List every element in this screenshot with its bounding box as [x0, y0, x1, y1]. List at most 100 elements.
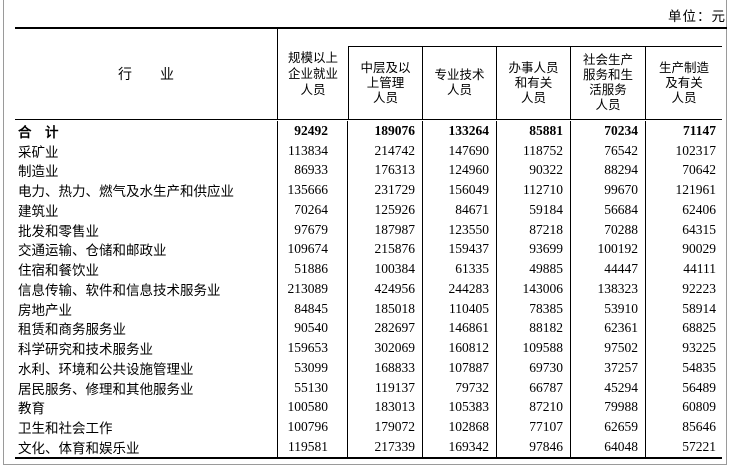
column-header-service: 社会生产 服务和生 活服务 人员 [571, 47, 646, 119]
cell-management: 187987 [348, 219, 423, 240]
cell-technical: 169342 [423, 437, 497, 457]
table-top-rule [15, 27, 727, 29]
cell-technical: 133264 [423, 121, 497, 141]
cell-technical: 102868 [423, 417, 497, 437]
cell-production: 93225 [682, 340, 716, 356]
cell-service: 37257 [571, 358, 646, 378]
cell-technical: 124960 [423, 160, 497, 181]
cell-employed-persons: 135666 [278, 180, 348, 200]
cell-technical: 61335 [423, 259, 497, 279]
cell-management: 424956 [348, 279, 423, 299]
cell-service: 53910 [571, 298, 646, 319]
row-label: 居民服务、修理和其他服务业 [15, 377, 278, 398]
cell-employed-persons: 84845 [278, 298, 348, 319]
column-header-production: 生产制造 及有关 人员 [658, 60, 709, 105]
row-label: 教育 [15, 397, 278, 418]
row-label: 租赁和商务服务业 [15, 318, 278, 339]
cell-clerical: 143006 [497, 279, 571, 299]
table-row: 水利、环境和公共设施管理业 53099 168833 107887 69730 … [15, 358, 722, 378]
cell-technical: 107887 [423, 358, 497, 378]
row-label: 卫生和社会工作 [15, 417, 278, 437]
column-header-management: 中层及以 上管理 人员 [349, 47, 423, 119]
cell-clerical: 87218 [497, 219, 571, 240]
row-label: 交通运输、仓储和邮政业 [15, 239, 278, 260]
cell-clerical: 97846 [497, 437, 571, 457]
table-row: 电力、热力、燃气及水生产和供应业 135666 231729 156049 11… [15, 180, 722, 200]
cell-clerical: 85881 [497, 121, 571, 141]
table-row: 教育 100580 183013 105383 87210 79988 6080… [15, 397, 722, 418]
cell-technical: 123550 [423, 219, 497, 240]
column-header-technical: 专业技术 人员 [423, 47, 497, 119]
table-row: 合 计 92492 189076 133264 85881 70234 7114… [15, 121, 722, 141]
row-label: 建筑业 [15, 200, 278, 220]
cell-production: 121961 [675, 182, 717, 198]
cell-production: 70642 [682, 162, 716, 178]
cell-management: 215876 [348, 239, 423, 260]
cell-technical: 84671 [423, 200, 497, 220]
cell-management: 217339 [348, 437, 423, 457]
cell-production: 44111 [683, 261, 716, 277]
cell-clerical: 87210 [497, 397, 571, 418]
cell-clerical: 69730 [497, 358, 571, 378]
cell-management: 302069 [348, 338, 423, 358]
table-row: 文化、体育和娱乐业 119581 217339 169342 97846 640… [15, 437, 722, 457]
cell-service: 62659 [571, 417, 646, 437]
table-body: 合 计 92492 189076 133264 85881 70234 7114… [15, 121, 722, 457]
column-header-industry: 行 业 [15, 29, 278, 119]
row-label: 信息传输、软件和信息技术服务业 [15, 279, 278, 299]
cell-management: 189076 [348, 121, 423, 141]
cell-management: 176313 [348, 160, 423, 181]
cell-service: 70288 [571, 219, 646, 240]
row-label: 批发和零售业 [15, 219, 278, 240]
cell-service: 79988 [571, 397, 646, 418]
cell-clerical: 49885 [497, 259, 571, 279]
cell-production: 54835 [682, 359, 716, 375]
row-label: 住宿和餐饮业 [15, 259, 278, 279]
cell-production: 90029 [682, 241, 716, 257]
row-label: 文化、体育和娱乐业 [15, 437, 278, 457]
cell-employed-persons: 97679 [278, 219, 348, 240]
table-row: 居民服务、修理和其他服务业 55130 119137 79732 66787 4… [15, 377, 722, 398]
cell-production: 62406 [682, 201, 716, 217]
cell-employed-persons: 159653 [278, 338, 348, 358]
cell-employed-persons: 90540 [278, 318, 348, 339]
cell-production: 71147 [682, 122, 716, 138]
table-row: 采矿业 113834 214742 147690 118752 76542 10… [15, 140, 722, 161]
column-header-clerical: 办事人员 和有关 人员 [497, 47, 571, 119]
cell-service: 88294 [571, 160, 646, 181]
cell-service: 70234 [571, 121, 646, 141]
table-row: 科学研究和技术服务业 159653 302069 160812 109588 9… [15, 338, 722, 358]
cell-clerical: 112710 [497, 180, 571, 200]
cell-clerical: 118752 [497, 140, 571, 161]
cell-clerical: 59184 [497, 200, 571, 220]
cell-management: 119137 [348, 377, 423, 398]
cell-service: 45294 [571, 377, 646, 398]
table-row: 信息传输、软件和信息技术服务业 213089 424956 244283 143… [15, 279, 722, 299]
cell-clerical: 77107 [497, 417, 571, 437]
cell-technical: 105383 [423, 397, 497, 418]
cell-management: 185018 [348, 298, 423, 319]
cell-management: 179072 [348, 417, 423, 437]
row-label: 电力、热力、燃气及水生产和供应业 [15, 180, 278, 200]
table-row: 房地产业 84845 185018 110405 78385 53910 589… [15, 298, 722, 319]
cell-management: 100384 [348, 259, 423, 279]
row-label: 水利、环境和公共设施管理业 [15, 358, 278, 378]
cell-employed-persons: 51886 [278, 259, 348, 279]
cell-service: 99670 [571, 180, 646, 200]
cell-clerical: 109588 [497, 338, 571, 358]
table-row: 批发和零售业 97679 187987 123550 87218 70288 6… [15, 219, 722, 240]
cell-service: 64048 [571, 437, 646, 457]
cell-clerical: 88182 [497, 318, 571, 339]
unit-note: 单位：元 [668, 9, 726, 24]
cell-clerical: 93699 [497, 239, 571, 260]
table-row: 制造业 86933 176313 124960 90322 88294 7064… [15, 160, 722, 181]
row-label: 房地产业 [15, 298, 278, 319]
cell-employed-persons: 53099 [278, 358, 348, 378]
cell-employed-persons: 113834 [278, 140, 348, 161]
cell-employed-persons: 109674 [278, 239, 348, 260]
cell-clerical: 66787 [497, 377, 571, 398]
cell-service: 44447 [571, 259, 646, 279]
cell-production: 85646 [682, 419, 716, 435]
cell-management: 231729 [348, 180, 423, 200]
